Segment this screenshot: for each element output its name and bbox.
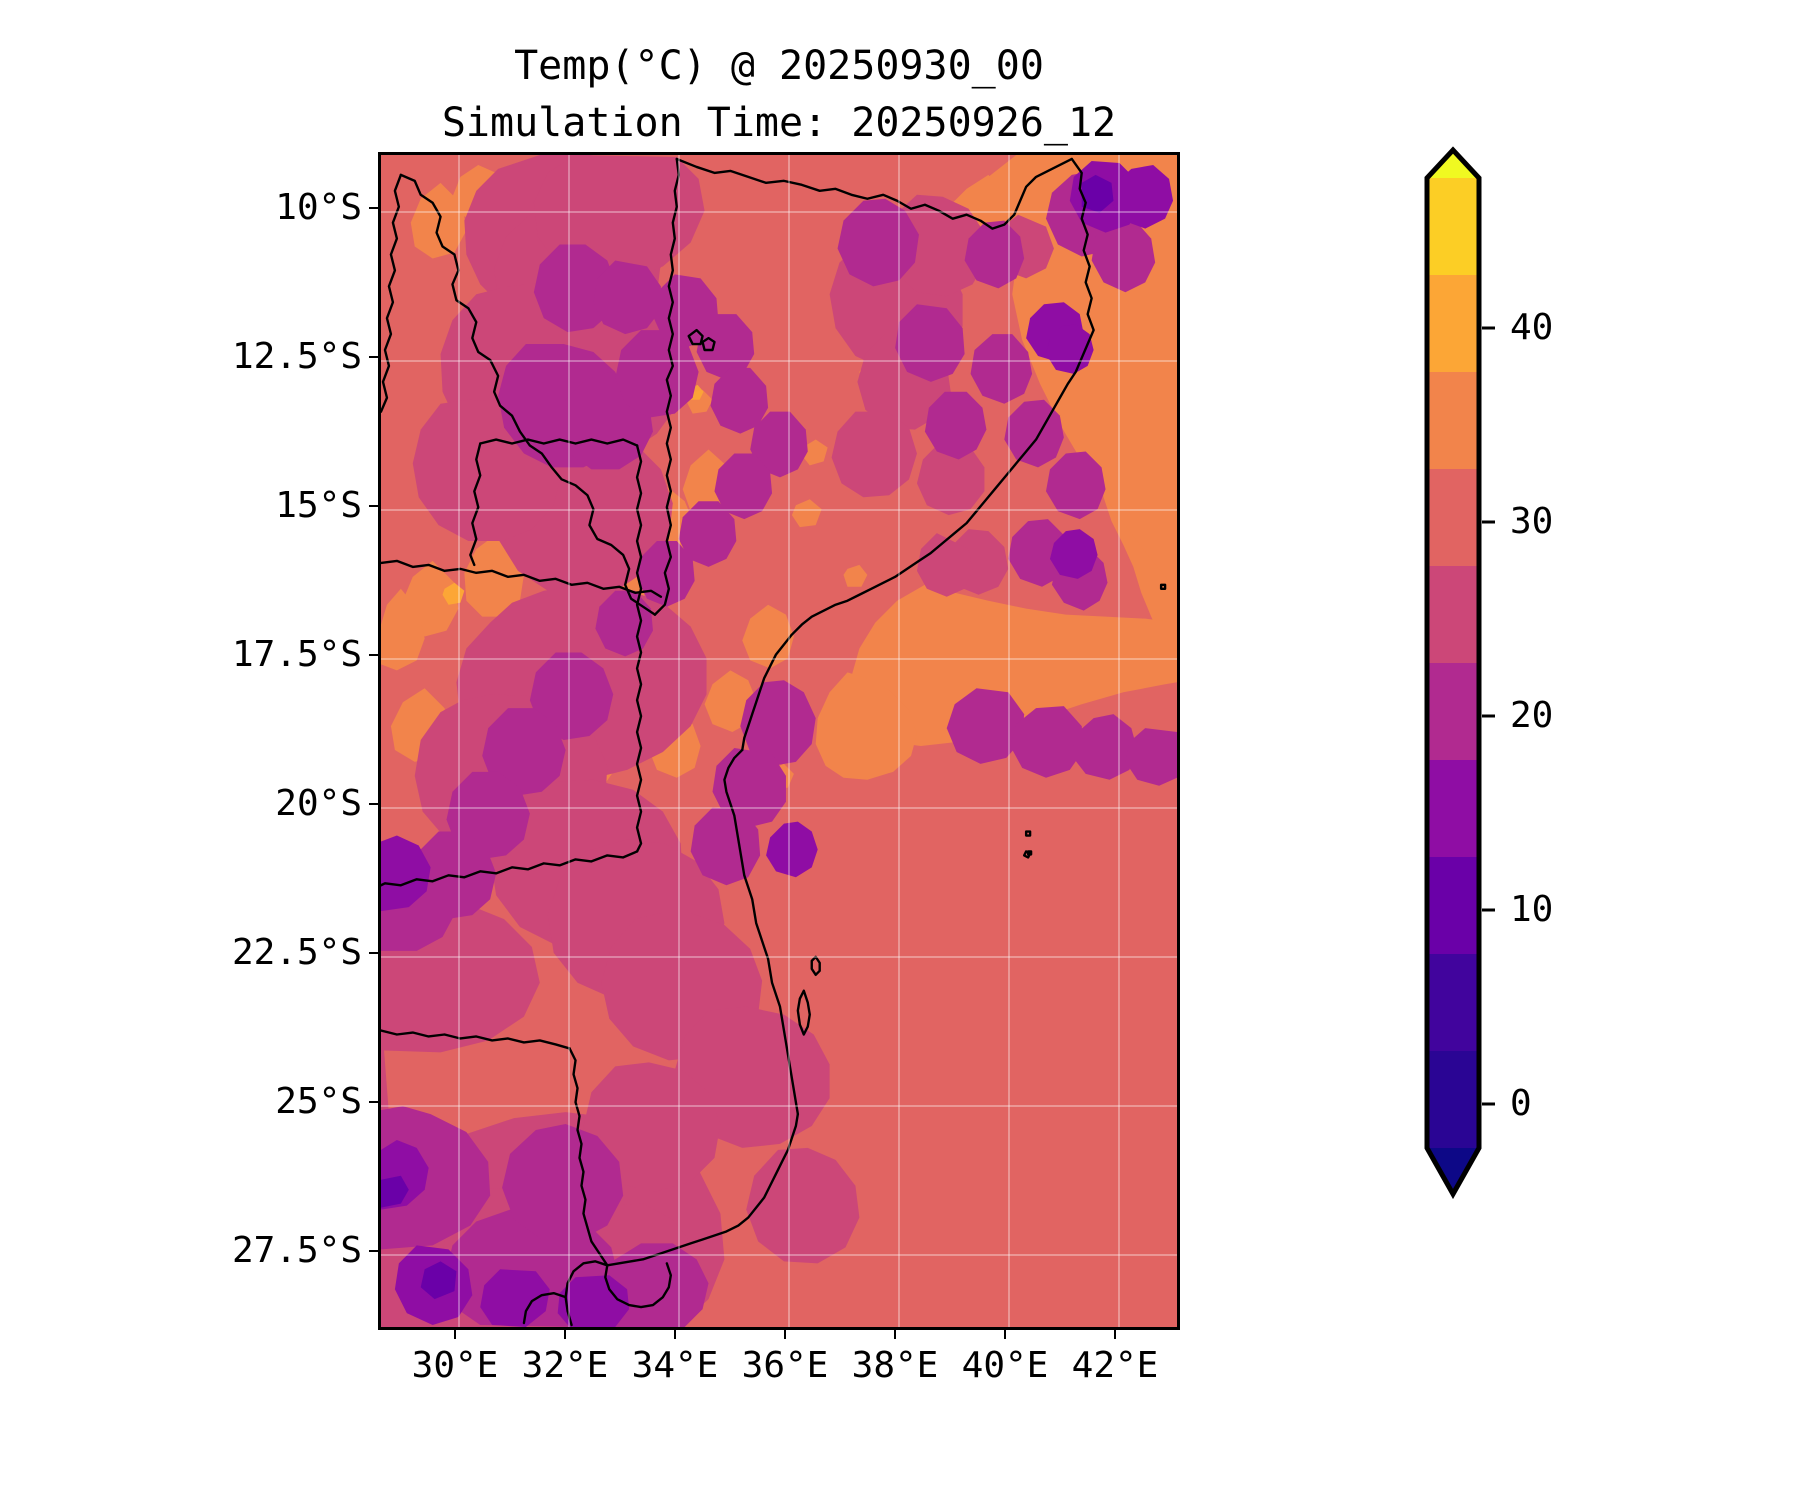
cbar-tick-mark-10 — [1482, 908, 1495, 912]
contour-field-svg — [381, 155, 1177, 1327]
xtick-label-30: 30°E — [411, 1345, 499, 1386]
cbar-tick-mark-40 — [1482, 326, 1495, 330]
cbar-under-arrow — [1427, 1148, 1479, 1194]
ytick-label-25: 25°S — [275, 1081, 362, 1122]
ytick-label-15: 15°S — [275, 485, 362, 526]
title-line-primary: Temp(°C) @ 20250930_00 — [514, 43, 1044, 89]
xtick-label-34: 34°E — [631, 1345, 719, 1386]
ytick-mark-27p5 — [369, 1250, 378, 1252]
cbar-tick-label-30: 30 — [1510, 501, 1554, 542]
xtick-label-38: 38°E — [851, 1345, 939, 1386]
chart-title: Temp(°C) @ 20250930_00 Simulation Time: … — [378, 38, 1180, 152]
xtick-mark-32 — [564, 1330, 566, 1339]
ytick-mark-15 — [369, 505, 378, 507]
ytick-mark-12p5 — [369, 356, 378, 358]
temperature-colorbar[interactable] — [1424, 146, 1482, 1200]
cbar-tick-mark-20 — [1482, 714, 1495, 718]
cbar-tick-label-10: 10 — [1510, 889, 1554, 930]
ytick-label-27p5: 27.5°S — [231, 1230, 362, 1271]
ytick-label-22p5: 22.5°S — [231, 932, 362, 973]
xtick-mark-40 — [1004, 1330, 1006, 1339]
xtick-label-42: 42°E — [1071, 1345, 1159, 1386]
cbar-tick-mark-0 — [1482, 1102, 1495, 1106]
xtick-mark-34 — [674, 1330, 676, 1339]
xtick-mark-42 — [1114, 1330, 1116, 1339]
xtick-mark-30 — [454, 1330, 456, 1339]
map-field-layer — [381, 155, 1177, 1327]
ytick-label-10: 10°S — [275, 187, 362, 228]
cbar-tick-label-40: 40 — [1510, 307, 1554, 348]
ytick-label-17p5: 17.5°S — [231, 634, 362, 675]
xtick-label-40: 40°E — [961, 1345, 1049, 1386]
xtick-label-36: 36°E — [741, 1345, 829, 1386]
ytick-mark-22p5 — [369, 952, 378, 954]
xtick-label-32: 32°E — [521, 1345, 609, 1386]
cbar-tick-mark-30 — [1482, 520, 1495, 524]
temperature-contour-map[interactable] — [378, 152, 1180, 1330]
cbar-tick-label-20: 20 — [1510, 695, 1554, 736]
colorbar-svg — [1424, 146, 1482, 1200]
cbar-tick-label-0: 0 — [1510, 1083, 1532, 1124]
ytick-label-20: 20°S — [275, 783, 362, 824]
title-line-secondary: Simulation Time: 20250926_12 — [441, 100, 1117, 146]
xtick-mark-36 — [784, 1330, 786, 1339]
ytick-mark-25 — [369, 1101, 378, 1103]
ytick-label-12p5: 12.5°S — [231, 336, 362, 377]
ytick-mark-20 — [369, 803, 378, 805]
ytick-mark-17p5 — [369, 654, 378, 656]
xtick-mark-38 — [894, 1330, 896, 1339]
cbar-over-arrow — [1427, 150, 1479, 178]
ytick-mark-10 — [369, 207, 378, 209]
